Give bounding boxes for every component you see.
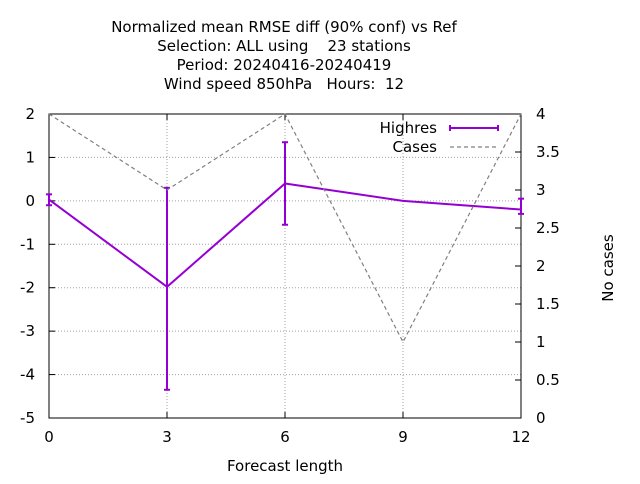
legend-label: Highres (380, 119, 438, 137)
chart-title: Normalized mean RMSE diff (90% conf) vs … (111, 18, 457, 93)
y2-tick-label: 3 (536, 181, 546, 199)
series (46, 113, 524, 391)
chart-title-line: Selection: ALL using 23 stations (157, 37, 411, 55)
y2-tick-label: 2.5 (536, 219, 560, 237)
chart-title-line: Normalized mean RMSE diff (90% conf) vs … (111, 18, 457, 36)
y-tick-label: -5 (20, 409, 35, 427)
x-tick-label: 0 (44, 428, 54, 446)
y2-tick-label: 1 (536, 333, 546, 351)
x-tick-label: 6 (280, 428, 290, 446)
y2-tick-label: 2 (536, 257, 546, 275)
x-tick-label: 9 (398, 428, 408, 446)
y2-tick-label: 1.5 (536, 295, 560, 313)
axis-ticks: 0 3 6 9 12 2 1 0 -1 -2 -3 -4 -5 4 3.5 3 2.5 2 1.5 1 0.5 0 (20, 105, 560, 446)
y-tick-label: -1 (20, 235, 35, 253)
y2-axis-label: No cases (599, 234, 617, 302)
x-tick-label: 3 (162, 428, 172, 446)
grid (49, 114, 521, 418)
y-tick-label: -3 (20, 322, 35, 340)
series-line-cases (48, 113, 522, 343)
y2-tick-label: 0 (536, 409, 546, 427)
y-tick-label: -4 (20, 366, 35, 384)
y2-tick-label: 3.5 (536, 143, 560, 161)
legend-label: Cases (392, 138, 437, 156)
x-axis-label: Forecast length (227, 457, 343, 475)
y-tick-label: 1 (25, 148, 35, 166)
chart-title-line: Period: 20240416-20240419 (177, 56, 392, 74)
y2-tick-label: 0.5 (536, 371, 560, 389)
y-tick-label: -2 (20, 279, 35, 297)
x-tick-label: 12 (511, 428, 530, 446)
chart-title-line: Wind speed 850hPa Hours: 12 (164, 75, 404, 93)
y-tick-label: 0 (25, 192, 35, 210)
y2-tick-label: 4 (536, 105, 546, 123)
y-tick-label: 2 (25, 105, 35, 123)
